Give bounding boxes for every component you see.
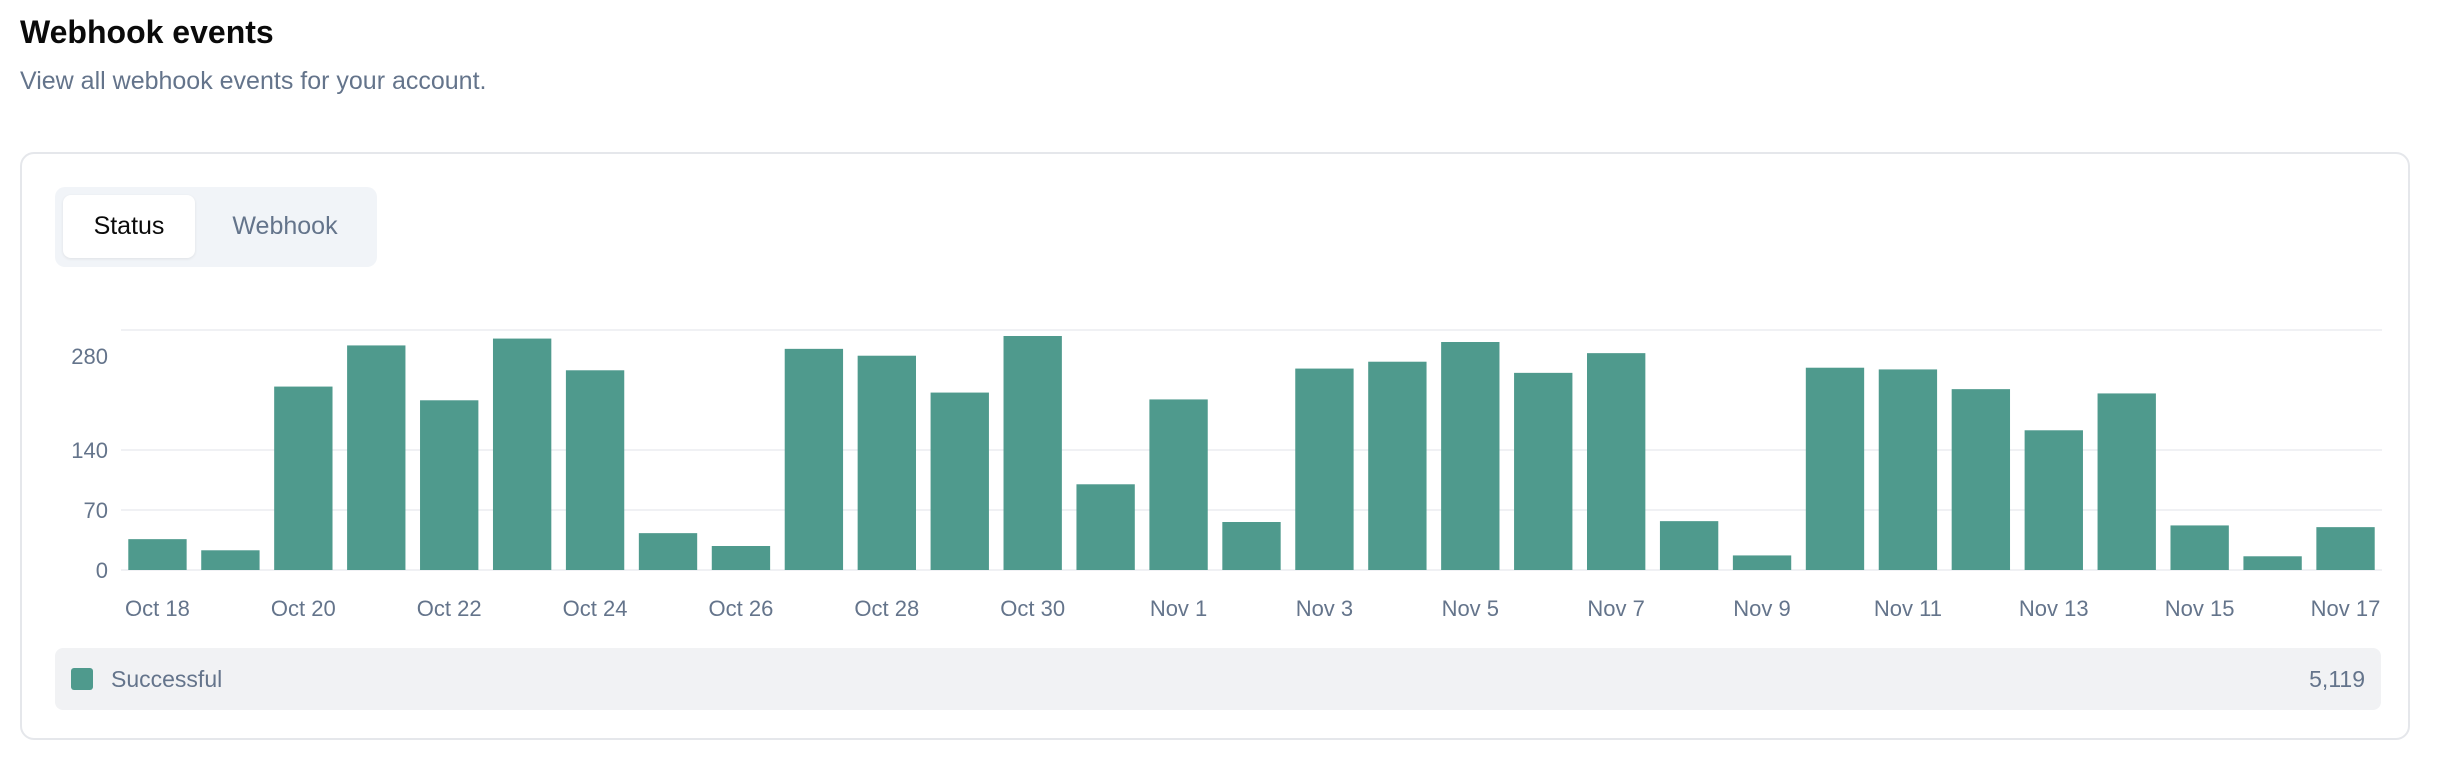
bar-nov-11 <box>1878 369 1938 570</box>
x-tick-label: Nov 13 <box>2019 596 2089 621</box>
x-tick-label: Oct 28 <box>854 596 919 621</box>
bar-nov-17 <box>2316 527 2375 570</box>
x-tick-label: Nov 1 <box>1150 596 1207 621</box>
bar-oct-20 <box>274 386 333 570</box>
tab-webhook[interactable]: Webhook <box>232 212 338 240</box>
bar-nov-15 <box>2170 525 2229 570</box>
bar-nov-3 <box>1295 368 1354 570</box>
x-tick-label: Nov 3 <box>1296 596 1353 621</box>
legend-total: 5,119 <box>2309 666 2365 692</box>
x-tick-label: Nov 9 <box>1733 596 1790 621</box>
page-title: Webhook events <box>20 14 274 50</box>
legend-label: Successful <box>111 666 223 692</box>
bar-nov-6 <box>1514 372 1573 570</box>
y-tick-label: 70 <box>84 498 108 523</box>
x-tick-label: Nov 5 <box>1442 596 1499 621</box>
bar-oct-27 <box>784 348 844 570</box>
x-tick-label: Nov 17 <box>2311 596 2381 621</box>
bar-nov-16 <box>2243 556 2302 570</box>
bar-oct-23 <box>492 338 552 570</box>
x-tick-label: Oct 26 <box>709 596 774 621</box>
bar-oct-19 <box>201 550 260 570</box>
bar-oct-28 <box>857 355 916 570</box>
x-tick-label: Oct 24 <box>563 596 628 621</box>
x-tick-label: Nov 7 <box>1587 596 1644 621</box>
bar-nov-4 <box>1368 361 1427 570</box>
page-subtitle: View all webhook events for your account… <box>20 67 487 95</box>
bar-nov-12 <box>1951 389 2011 570</box>
bar-oct-22 <box>420 400 479 570</box>
x-tick-label: Oct 20 <box>271 596 336 621</box>
x-tick-label: Nov 15 <box>2165 596 2235 621</box>
y-tick-label: 140 <box>71 438 108 463</box>
chart-card: Status Webhook 0 70 140 280 Oct 18 Oct 20 Oct … <box>20 152 2410 740</box>
bar-nov-13 <box>2024 430 2083 570</box>
bar-nov-7 <box>1587 353 1646 570</box>
bar-oct-25 <box>638 533 698 570</box>
bar-oct-30 <box>1003 336 1062 570</box>
x-tick-label: Oct 18 <box>125 596 190 621</box>
bar-oct-29 <box>930 392 989 570</box>
bar-nov-1 <box>1149 399 1208 570</box>
bar-nov-10 <box>1805 367 1865 570</box>
bar-oct-31 <box>1076 484 1135 570</box>
tab-status[interactable]: Status <box>63 195 195 258</box>
bar-nov-2 <box>1222 522 1281 570</box>
bar-nov-14 <box>2097 393 2156 570</box>
bar-oct-21 <box>347 345 406 570</box>
bar-nov-5 <box>1441 342 1500 570</box>
bar-nov-9 <box>1732 555 1792 570</box>
bar-oct-24 <box>565 370 625 570</box>
x-tick-label: Oct 22 <box>417 596 482 621</box>
bar-oct-26 <box>711 546 771 570</box>
legend-swatch <box>71 668 93 690</box>
x-tick-label: Oct 30 <box>1000 596 1065 621</box>
legend: Successful 5,119 <box>55 648 2381 710</box>
bar-nov-8 <box>1659 521 1719 570</box>
bar-oct-18 <box>128 539 187 570</box>
bar-chart: 0 70 140 280 Oct 18 Oct 20 Oct 22 Oct 24 Oct 26 O… <box>71 329 2382 621</box>
y-tick-label: 280 <box>71 344 108 369</box>
x-tick-label: Nov 11 <box>1874 596 1942 621</box>
y-tick-label: 0 <box>96 558 108 583</box>
tab-group: Status Webhook <box>55 187 377 267</box>
